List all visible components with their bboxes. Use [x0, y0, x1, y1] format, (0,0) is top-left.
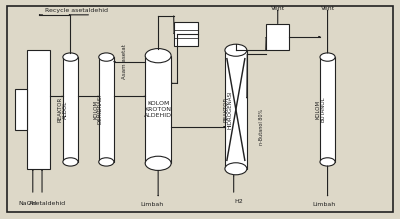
Text: BUTANOL: BUTANOL	[320, 97, 325, 122]
Text: Recycle asetaldehid: Recycle asetaldehid	[45, 8, 108, 13]
Bar	[16, 88, 27, 131]
Ellipse shape	[145, 49, 171, 63]
Ellipse shape	[63, 53, 78, 61]
Bar	[320, 57, 335, 162]
Bar	[266, 24, 289, 50]
Bar	[99, 57, 114, 162]
Text: Limbah: Limbah	[140, 202, 164, 207]
Ellipse shape	[225, 44, 247, 56]
Text: Asam asetat: Asam asetat	[122, 44, 127, 79]
Text: KOLOM: KOLOM	[316, 100, 320, 119]
Text: DEHIDRASI: DEHIDRASI	[98, 95, 103, 124]
Text: H2: H2	[235, 200, 244, 205]
Text: KOLOM
KROTON
ALDEHID: KOLOM KROTON ALDEHID	[144, 101, 172, 118]
Text: REAKTOR: REAKTOR	[223, 97, 228, 122]
Bar	[225, 50, 247, 169]
Ellipse shape	[99, 53, 114, 61]
Ellipse shape	[63, 158, 78, 166]
Text: Asetaldehid: Asetaldehid	[29, 201, 66, 206]
Ellipse shape	[225, 163, 247, 175]
Text: ALDOL: ALDOL	[62, 100, 68, 119]
Text: REAKTOR: REAKTOR	[57, 97, 62, 122]
Text: Limbah: Limbah	[312, 202, 335, 207]
Text: Vent: Vent	[271, 6, 285, 11]
Bar	[174, 23, 198, 46]
Text: n-Butanol 80%: n-Butanol 80%	[259, 109, 264, 145]
Ellipse shape	[99, 158, 114, 166]
Text: KOLOM: KOLOM	[93, 100, 98, 119]
Ellipse shape	[320, 53, 335, 61]
Ellipse shape	[145, 156, 171, 170]
Ellipse shape	[320, 158, 335, 166]
Text: HIDROGENASI: HIDROGENASI	[228, 90, 233, 129]
Bar	[145, 56, 171, 163]
Bar	[63, 57, 78, 162]
Text: NaOH: NaOH	[19, 201, 37, 206]
Text: Vent: Vent	[320, 6, 335, 11]
Bar	[27, 50, 50, 169]
